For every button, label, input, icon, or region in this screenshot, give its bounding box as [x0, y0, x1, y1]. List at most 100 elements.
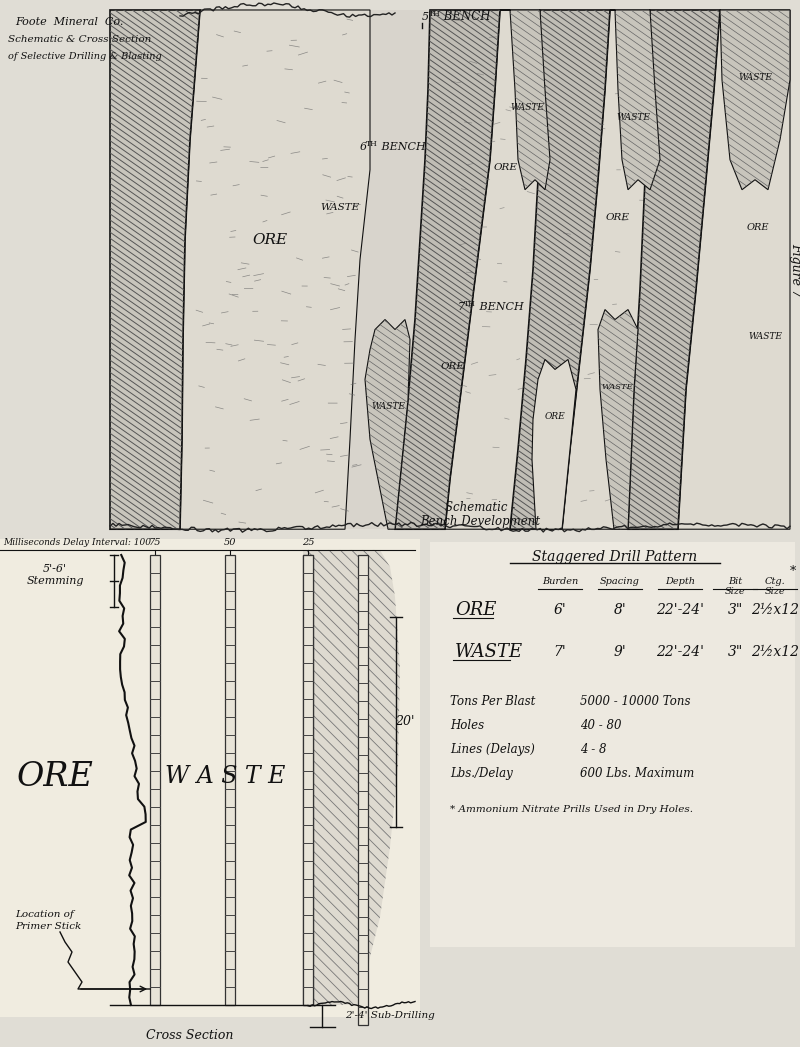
Bar — [0, 539, 420, 1017]
Text: WASTE: WASTE — [510, 103, 544, 112]
Text: 3": 3" — [727, 645, 742, 659]
Text: TH: TH — [464, 299, 476, 308]
Polygon shape — [110, 10, 200, 529]
Text: WASTE: WASTE — [371, 402, 405, 411]
Text: WASTE: WASTE — [455, 643, 523, 661]
Polygon shape — [598, 310, 638, 529]
Polygon shape — [110, 10, 790, 529]
Polygon shape — [445, 10, 562, 529]
Text: ORE: ORE — [545, 413, 566, 421]
Text: WASTE: WASTE — [738, 73, 772, 82]
Text: W A S T E: W A S T E — [165, 765, 285, 788]
Text: Burden: Burden — [542, 577, 578, 586]
Text: 6': 6' — [554, 603, 566, 617]
Polygon shape — [110, 10, 200, 529]
Text: WASTE: WASTE — [320, 203, 360, 211]
Polygon shape — [598, 310, 638, 529]
Text: Bench Development: Bench Development — [420, 515, 540, 529]
Polygon shape — [303, 550, 400, 1005]
Text: Primer Stick: Primer Stick — [15, 922, 82, 931]
Text: Bit
Size: Bit Size — [725, 577, 746, 597]
Polygon shape — [365, 319, 410, 529]
Text: ORE: ORE — [606, 213, 630, 222]
Text: of Selective Drilling & Blasting: of Selective Drilling & Blasting — [8, 52, 162, 61]
Text: 22'-24': 22'-24' — [656, 603, 704, 617]
Polygon shape — [678, 10, 790, 529]
Polygon shape — [510, 10, 610, 529]
Text: *: * — [790, 565, 796, 578]
Polygon shape — [610, 10, 660, 190]
Polygon shape — [500, 10, 550, 190]
Bar — [303, 555, 313, 1005]
Text: Location of: Location of — [15, 910, 74, 919]
Bar — [150, 555, 160, 1005]
Text: 25: 25 — [302, 538, 314, 547]
Text: 600 Lbs. Maximum: 600 Lbs. Maximum — [580, 767, 694, 780]
Text: 6: 6 — [360, 141, 367, 152]
Text: BENCH: BENCH — [476, 302, 524, 312]
Text: 5: 5 — [422, 12, 429, 22]
Polygon shape — [180, 10, 370, 529]
Text: 2½x12: 2½x12 — [751, 603, 799, 617]
Text: 2'-4' Sub-Drilling: 2'-4' Sub-Drilling — [345, 1011, 434, 1021]
Polygon shape — [532, 359, 576, 529]
Text: TH: TH — [429, 10, 441, 18]
Text: 2½x12: 2½x12 — [751, 645, 799, 659]
Text: Lbs./Delay: Lbs./Delay — [450, 767, 513, 780]
Polygon shape — [395, 10, 500, 529]
Text: Staggered Drill Pattern: Staggered Drill Pattern — [533, 550, 698, 564]
Text: Figure 7: Figure 7 — [790, 243, 800, 296]
Text: Tons Per Blast: Tons Per Blast — [450, 695, 535, 709]
Polygon shape — [720, 10, 790, 190]
Polygon shape — [365, 319, 410, 529]
Polygon shape — [720, 10, 790, 190]
Text: 75: 75 — [149, 538, 162, 547]
Text: Schematic & Cross Section: Schematic & Cross Section — [8, 35, 151, 44]
Text: Milliseconds Delay Interval: 100: Milliseconds Delay Interval: 100 — [3, 538, 151, 547]
Text: ORE: ORE — [746, 223, 770, 231]
Text: 50: 50 — [224, 538, 236, 547]
Text: 20': 20' — [395, 715, 414, 729]
Text: 3": 3" — [727, 603, 742, 617]
Text: Holes: Holes — [450, 719, 484, 733]
Text: ORE: ORE — [494, 162, 518, 172]
Polygon shape — [303, 550, 400, 1005]
Text: 4 - 8: 4 - 8 — [580, 743, 606, 757]
Text: * Ammonium Nitrate Prills Used in Dry Holes.: * Ammonium Nitrate Prills Used in Dry Ho… — [450, 805, 693, 814]
Text: BENCH: BENCH — [378, 141, 426, 152]
Text: BENCH: BENCH — [440, 10, 490, 23]
Bar — [358, 555, 368, 1025]
Polygon shape — [500, 10, 550, 190]
Polygon shape — [395, 10, 500, 529]
Text: Ctg.
Size: Ctg. Size — [765, 577, 786, 597]
Text: Schematic -: Schematic - — [445, 502, 515, 514]
Text: 22'-24': 22'-24' — [656, 645, 704, 659]
Text: 9': 9' — [614, 645, 626, 659]
Text: Lines (Delays): Lines (Delays) — [450, 743, 535, 757]
Bar — [430, 542, 795, 946]
Text: Spacing: Spacing — [600, 577, 640, 586]
Text: ORE: ORE — [455, 601, 496, 619]
Text: 8': 8' — [614, 603, 626, 617]
Text: 7': 7' — [554, 645, 566, 659]
Bar — [303, 555, 313, 1005]
Polygon shape — [628, 10, 720, 529]
Text: 5'-6': 5'-6' — [43, 564, 67, 574]
Text: WASTE: WASTE — [601, 383, 633, 392]
Polygon shape — [610, 10, 660, 190]
Text: ORE: ORE — [253, 232, 287, 247]
Text: TH: TH — [366, 140, 378, 148]
Text: ORE: ORE — [441, 362, 465, 372]
Polygon shape — [562, 10, 678, 529]
Text: WASTE: WASTE — [748, 333, 782, 341]
Text: 7: 7 — [458, 302, 465, 312]
Text: Depth: Depth — [665, 577, 695, 586]
Text: Stemming: Stemming — [26, 576, 84, 586]
Text: 5000 - 10000 Tons: 5000 - 10000 Tons — [580, 695, 690, 709]
Bar — [225, 555, 235, 1005]
Text: Cross Section: Cross Section — [146, 1029, 234, 1042]
Polygon shape — [510, 10, 610, 529]
Polygon shape — [628, 10, 720, 529]
Text: Foote  Mineral  Co.: Foote Mineral Co. — [15, 17, 123, 27]
Text: 40 - 80: 40 - 80 — [580, 719, 622, 733]
